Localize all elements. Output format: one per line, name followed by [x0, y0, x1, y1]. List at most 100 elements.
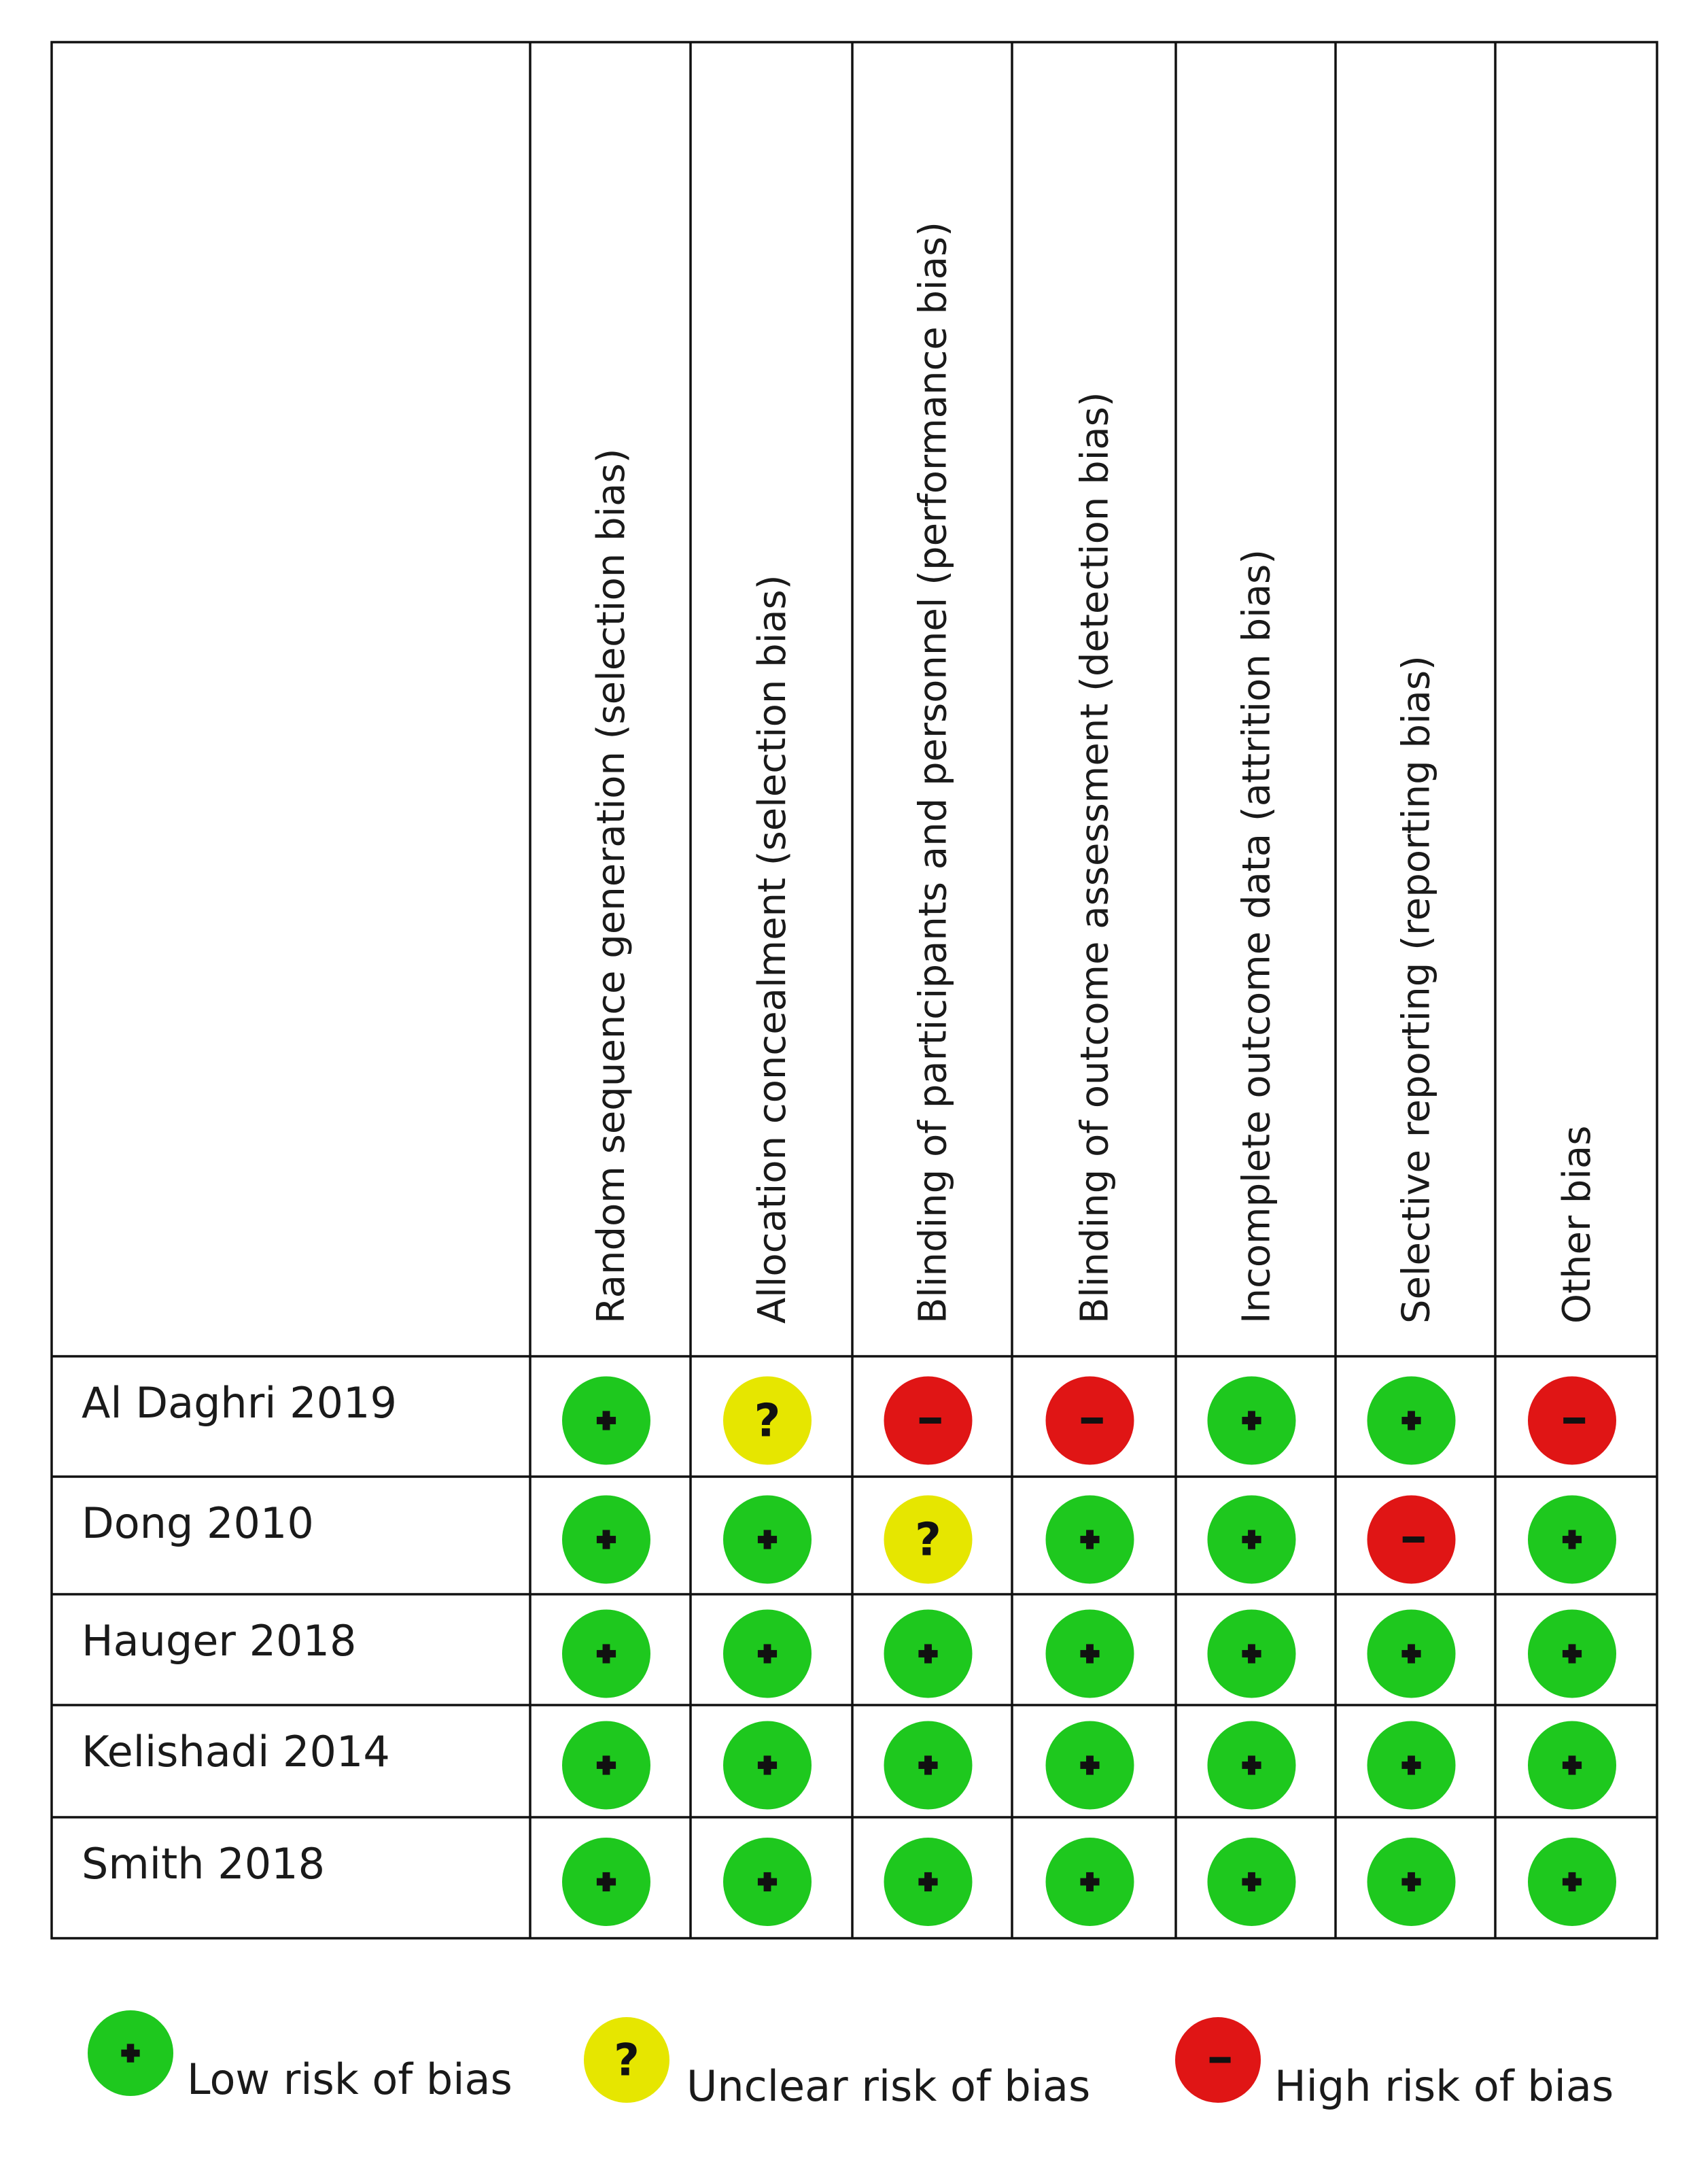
question-mark: ?	[915, 1513, 941, 1566]
table-border	[50, 41, 1658, 1940]
rating-cell-low	[723, 1495, 812, 1584]
legend-swatch-high	[1175, 2017, 1261, 2103]
study-rows: Al Daghri 2019 ?Dong 2010 ?Hauger 2018Keli…	[82, 1376, 1616, 1926]
plus-bar-v	[1248, 1530, 1255, 1549]
minus-bar	[1081, 1417, 1103, 1424]
rating-cell-high	[1045, 1376, 1134, 1465]
plus-bar-v	[126, 2044, 135, 2063]
legend-item-low: Low risk of bias	[88, 2010, 512, 2104]
rating-circle	[884, 1495, 973, 1584]
rating-cell-low	[1207, 1838, 1296, 1926]
plus-icon	[1401, 1411, 1421, 1430]
domain-header: Selective reporting (reporting bias)	[1395, 655, 1439, 1324]
plus-icon	[596, 1755, 616, 1775]
minus-icon	[919, 1417, 941, 1424]
plus-icon	[757, 1644, 778, 1664]
plus-icon	[1401, 1755, 1421, 1775]
rating-cell-low	[1528, 1609, 1616, 1698]
rating-cell-low	[562, 1376, 650, 1465]
rating-cell-low	[884, 1721, 973, 1810]
rating-cell-low	[1207, 1721, 1296, 1810]
risk-of-bias-table	[50, 41, 1658, 1940]
minus-bar	[1209, 2057, 1231, 2063]
rating-cell-low	[1207, 1495, 1296, 1584]
plus-bar-v	[1408, 1755, 1415, 1775]
plus-icon	[1562, 1755, 1582, 1775]
question-mark: ?	[614, 2035, 640, 2086]
plus-bar-v	[1086, 1872, 1094, 1892]
plus-icon	[1242, 1530, 1261, 1549]
plus-icon	[1080, 1644, 1100, 1664]
table-row: Smith 2018	[82, 1838, 1616, 1926]
plus-icon	[918, 1755, 938, 1775]
domain-header: Other bias	[1555, 1126, 1599, 1324]
legend-swatch-unclear: ?	[584, 2017, 669, 2103]
legend-swatch-low	[88, 2010, 173, 2096]
table-row: Kelishadi 2014	[82, 1721, 1616, 1810]
domain-header: Allocation concealment (selection bias)	[750, 574, 795, 1324]
plus-bar-v	[1248, 1411, 1255, 1430]
plus-icon	[757, 1530, 778, 1549]
plus-bar-v	[763, 1530, 771, 1549]
rating-cell-low	[723, 1609, 812, 1698]
plus-bar-v	[602, 1644, 610, 1664]
minus-icon	[1563, 1417, 1586, 1424]
rating-circle	[584, 2017, 669, 2103]
question-icon: ?	[754, 1394, 781, 1447]
plus-bar-v	[602, 1411, 610, 1430]
question-icon: ?	[614, 2035, 640, 2086]
plus-icon	[1242, 1755, 1261, 1775]
plus-bar-v	[924, 1644, 932, 1664]
domain-header: Incomplete outcome data (attrition bias)	[1235, 549, 1279, 1324]
plus-bar-v	[1086, 1530, 1094, 1549]
plus-bar-v	[1568, 1872, 1576, 1892]
plus-icon	[1242, 1644, 1261, 1664]
plus-icon	[918, 1872, 938, 1892]
plus-icon	[121, 2044, 140, 2063]
minus-bar	[1402, 1536, 1425, 1543]
plus-icon	[757, 1872, 778, 1892]
plus-icon	[596, 1644, 616, 1664]
rating-cell-low	[1045, 1721, 1134, 1810]
plus-icon	[1562, 1530, 1582, 1549]
minus-icon	[1402, 1536, 1425, 1543]
study-name: Hauger 2018	[82, 1616, 356, 1666]
plus-icon	[596, 1411, 616, 1430]
plus-bar-v	[1408, 1411, 1415, 1430]
plus-bar-v	[1408, 1644, 1415, 1664]
rating-cell-low	[1045, 1838, 1134, 1926]
rating-cell-unclear: ?	[884, 1495, 973, 1584]
rating-cell-high	[884, 1376, 973, 1465]
rating-cell-low	[1367, 1838, 1456, 1926]
plus-icon	[1562, 1872, 1582, 1892]
plus-icon	[757, 1755, 778, 1775]
plus-icon	[1242, 1872, 1261, 1892]
rating-cell-low	[1045, 1495, 1134, 1584]
domain-header: Blinding of participants and personnel (…	[911, 222, 956, 1324]
rating-cell-low	[1528, 1721, 1616, 1810]
rating-cell-low	[1367, 1609, 1456, 1698]
plus-bar-v	[1248, 1872, 1255, 1892]
plus-bar-v	[763, 1644, 771, 1664]
rating-cell-unclear: ?	[723, 1376, 812, 1465]
plus-icon	[1080, 1530, 1100, 1549]
rating-cell-low	[1528, 1495, 1616, 1584]
rating-cell-low	[562, 1495, 650, 1584]
plus-icon	[1080, 1872, 1100, 1892]
plus-bar-v	[1248, 1755, 1255, 1775]
rating-cell-low	[723, 1838, 812, 1926]
minus-icon	[1081, 1417, 1103, 1424]
plus-bar-v	[602, 1872, 610, 1892]
plus-icon	[1080, 1755, 1100, 1775]
rating-cell-low	[562, 1721, 650, 1810]
plus-icon	[1562, 1644, 1582, 1664]
rating-cell-low	[1367, 1376, 1456, 1465]
plus-bar-v	[1568, 1644, 1576, 1664]
minus-bar	[1563, 1417, 1586, 1424]
plus-icon	[918, 1644, 938, 1664]
rating-cell-low	[884, 1838, 973, 1926]
domain-header: Blinding of outcome assessment (detectio…	[1073, 392, 1117, 1324]
table-row: Hauger 2018	[82, 1609, 1616, 1698]
plus-bar-v	[1248, 1644, 1255, 1664]
plus-icon	[1401, 1872, 1421, 1892]
